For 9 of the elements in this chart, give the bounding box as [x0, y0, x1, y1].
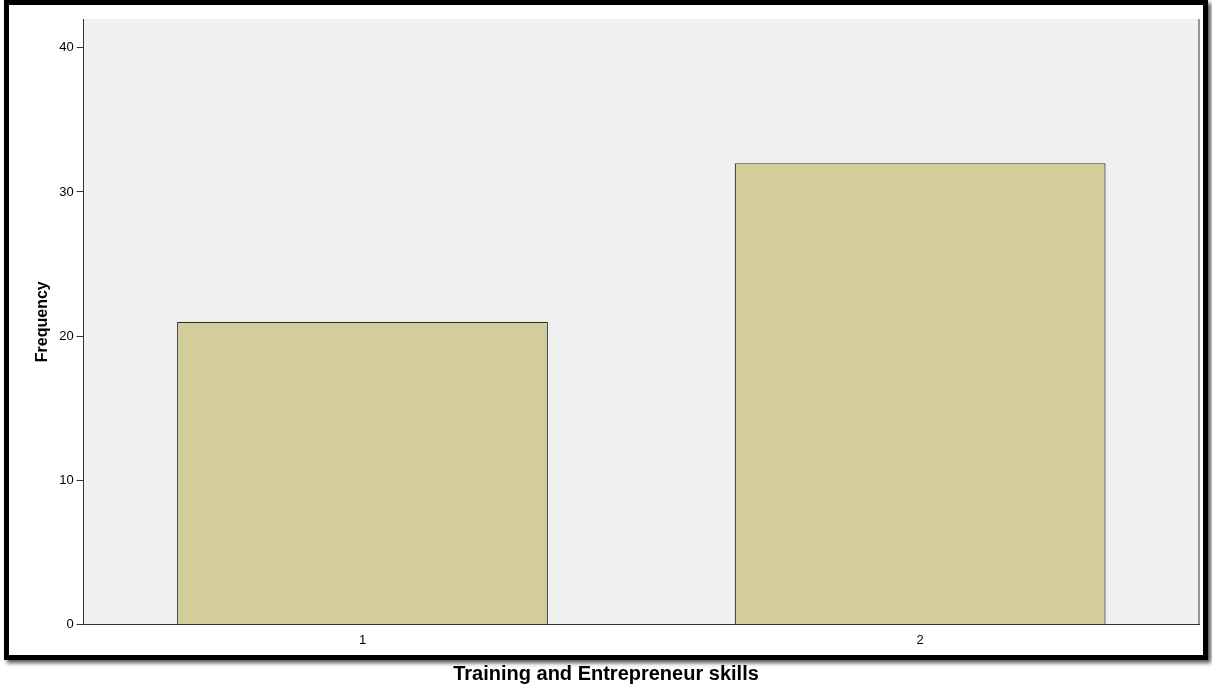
x-tick-label: 1 [358, 631, 367, 647]
x-tick-label: 2 [916, 631, 924, 647]
y-tick-label: 10 [59, 471, 74, 487]
y-tick-label: 20 [59, 327, 74, 343]
y-tick-label: 40 [59, 39, 74, 55]
y-tick-label: 0 [66, 615, 74, 631]
y-axis-title: Frequency [33, 281, 51, 363]
y-tick-label: 30 [59, 183, 74, 199]
x-axis-title: Training and Entrepreneur skills [452, 662, 760, 684]
